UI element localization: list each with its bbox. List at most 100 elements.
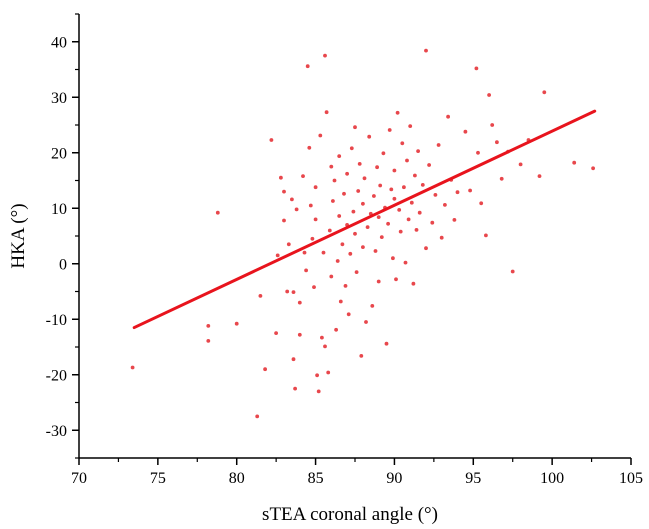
data-point-126 bbox=[487, 93, 491, 97]
data-point-14 bbox=[285, 289, 290, 294]
data-point-10 bbox=[275, 253, 280, 258]
data-point-20 bbox=[294, 207, 299, 212]
data-point-107 bbox=[420, 183, 425, 187]
data-point-25 bbox=[304, 268, 308, 273]
data-point-78 bbox=[376, 215, 381, 220]
data-point-18 bbox=[291, 357, 296, 362]
data-point-91 bbox=[394, 277, 398, 282]
data-point-32 bbox=[313, 217, 318, 222]
data-point-132 bbox=[518, 162, 523, 167]
data-point-82 bbox=[381, 151, 386, 156]
y-tick-label-5: 20 bbox=[51, 145, 67, 162]
data-point-129 bbox=[499, 176, 504, 181]
data-point-44 bbox=[329, 274, 334, 279]
data-point-39 bbox=[323, 344, 327, 349]
x-tick-label-4: 90 bbox=[386, 470, 402, 487]
data-point-46 bbox=[332, 178, 337, 183]
data-point-22 bbox=[297, 332, 302, 337]
data-point-87 bbox=[389, 187, 394, 192]
data-point-77 bbox=[375, 165, 379, 170]
data-point-102 bbox=[411, 281, 416, 286]
data-point-70 bbox=[364, 320, 368, 324]
x-axis-title: sTEA coronal angle (°) bbox=[262, 504, 438, 525]
data-point-72 bbox=[367, 134, 372, 139]
data-point-116 bbox=[446, 114, 450, 119]
data-point-40 bbox=[324, 110, 329, 115]
data-point-85 bbox=[386, 221, 390, 226]
y-tick-label-1: -20 bbox=[46, 367, 67, 384]
data-point-118 bbox=[452, 218, 457, 222]
data-point-122 bbox=[474, 66, 479, 71]
data-point-17 bbox=[291, 290, 296, 294]
data-point-54 bbox=[343, 284, 348, 288]
data-point-6 bbox=[258, 294, 263, 298]
data-point-96 bbox=[402, 185, 406, 190]
data-point-66 bbox=[359, 354, 364, 358]
data-point-61 bbox=[353, 125, 357, 130]
data-point-134 bbox=[537, 174, 542, 179]
y-tick-label-3: 0 bbox=[59, 256, 67, 273]
data-point-57 bbox=[346, 312, 351, 317]
data-point-13 bbox=[282, 218, 286, 223]
data-point-81 bbox=[379, 235, 384, 240]
x-tick-label-7: 105 bbox=[619, 470, 643, 487]
data-point-86 bbox=[387, 128, 392, 132]
data-point-67 bbox=[361, 201, 365, 206]
data-point-99 bbox=[406, 217, 411, 222]
data-point-128 bbox=[495, 140, 499, 145]
data-point-42 bbox=[327, 228, 332, 233]
data-point-124 bbox=[479, 201, 484, 206]
data-point-37 bbox=[321, 250, 326, 255]
data-point-36 bbox=[320, 335, 324, 340]
data-point-89 bbox=[392, 196, 397, 201]
data-point-88 bbox=[391, 256, 395, 261]
data-point-80 bbox=[378, 183, 383, 188]
data-point-41 bbox=[326, 370, 331, 375]
data-point-8 bbox=[269, 138, 274, 142]
data-point-114 bbox=[439, 235, 444, 240]
data-point-68 bbox=[361, 245, 365, 250]
data-point-65 bbox=[357, 162, 362, 166]
y-tick-label-7: 40 bbox=[51, 34, 67, 51]
data-point-113 bbox=[436, 143, 441, 147]
data-point-59 bbox=[349, 146, 354, 151]
data-point-23 bbox=[301, 174, 305, 179]
data-point-92 bbox=[395, 110, 400, 115]
data-point-69 bbox=[362, 176, 367, 181]
data-point-104 bbox=[414, 228, 419, 232]
data-point-2 bbox=[206, 339, 211, 343]
y-axis-title: HKA (°) bbox=[8, 203, 29, 268]
data-point-109 bbox=[424, 246, 428, 251]
data-point-5 bbox=[255, 414, 260, 419]
data-point-12 bbox=[282, 189, 286, 194]
data-point-111 bbox=[430, 220, 435, 225]
data-point-127 bbox=[490, 123, 495, 127]
data-point-27 bbox=[307, 145, 312, 150]
data-point-103 bbox=[413, 173, 417, 178]
x-tick-label-2: 80 bbox=[229, 470, 245, 487]
data-point-84 bbox=[384, 341, 389, 346]
data-point-19 bbox=[293, 386, 297, 391]
data-point-121 bbox=[468, 188, 472, 193]
fit-line bbox=[132, 109, 597, 330]
data-point-1 bbox=[206, 324, 211, 328]
y-tick-label-6: 30 bbox=[51, 90, 67, 107]
data-point-71 bbox=[365, 225, 370, 230]
x-tick-label-0: 70 bbox=[71, 470, 87, 487]
data-point-52 bbox=[340, 242, 345, 247]
data-point-62 bbox=[353, 231, 357, 236]
data-point-7 bbox=[263, 367, 267, 372]
x-tick-label-3: 85 bbox=[308, 470, 324, 487]
x-tick-label-5: 95 bbox=[465, 470, 481, 487]
data-point-49 bbox=[337, 154, 342, 159]
axes: 70 75 80 85 90 95 100 105 -30 -20 -10 0 10 20 30 40 bbox=[46, 13, 643, 487]
data-point-119 bbox=[455, 190, 460, 195]
data-point-110 bbox=[427, 163, 431, 167]
data-point-9 bbox=[274, 331, 278, 335]
data-point-53 bbox=[342, 191, 346, 196]
data-point-108 bbox=[424, 48, 428, 53]
scatter-points bbox=[130, 48, 595, 419]
y-tick-label-0: -30 bbox=[46, 423, 67, 440]
data-point-60 bbox=[351, 209, 356, 214]
data-point-90 bbox=[392, 168, 397, 173]
